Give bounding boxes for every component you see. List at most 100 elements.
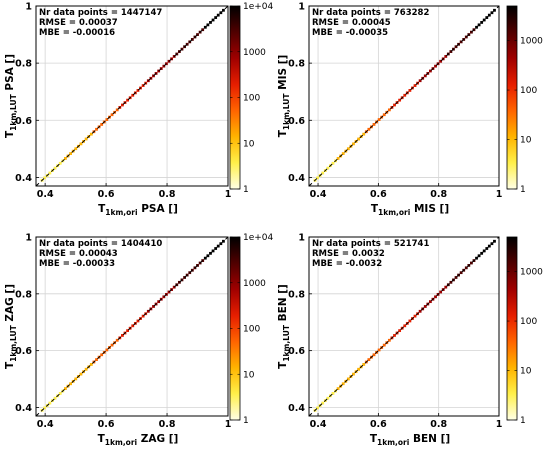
density-point (321, 171, 325, 175)
density-point (341, 382, 345, 386)
density-point (387, 108, 391, 112)
density-point (393, 334, 396, 337)
density-point (74, 377, 78, 381)
density-point (146, 79, 150, 83)
x-axis-label: T1km,ori ZAG [] (98, 433, 179, 447)
x-tick-label: 1 (225, 419, 232, 430)
x-tick-label: 0.8 (159, 189, 176, 200)
x-tick-label: 1 (496, 189, 503, 200)
density-point (84, 137, 88, 141)
x-tick-label: 0.4 (37, 419, 54, 430)
density-point (357, 137, 361, 141)
x-axis-label: T1km,ori MIS [] (371, 203, 449, 217)
density-point (367, 127, 371, 131)
colorbar-tick-label: 10 (243, 370, 255, 380)
density-point (105, 118, 109, 121)
x-tick-label: 0.4 (310, 419, 327, 430)
density-point (459, 40, 463, 44)
density-point (95, 358, 98, 362)
y-tick-label: 0.4 (288, 403, 305, 414)
density-point (387, 338, 391, 342)
density-point (201, 28, 205, 32)
density-point (413, 314, 417, 318)
density-point (126, 98, 129, 102)
density-point (316, 176, 319, 180)
colorbar-tick-label: 1 (520, 185, 526, 195)
density-point (115, 108, 119, 112)
colorbar-tick-label: 1 (243, 416, 249, 426)
y-tick-label: 0.4 (15, 173, 32, 184)
colorbar-gradient (506, 236, 518, 421)
density-point (331, 161, 335, 165)
y-tick-label: 0.8 (288, 289, 305, 300)
density-point (377, 348, 381, 352)
x-axis-label: T1km,ori BEN [] (370, 433, 450, 447)
colorbar-tick-label: 10 (520, 136, 532, 146)
colorbar-tick-label: 1000 (520, 37, 543, 47)
density-point (180, 47, 184, 51)
stats-line: RMSE = 0.0032 (312, 249, 385, 259)
density-point (326, 396, 330, 400)
density-point (336, 157, 340, 160)
y-tick-label: 0.6 (15, 116, 32, 127)
density-point (64, 387, 67, 390)
density-point (222, 239, 225, 243)
stats-line: RMSE = 0.00043 (39, 249, 118, 259)
colorbar-tick-label: 10 (520, 367, 532, 377)
density-point (172, 285, 176, 289)
density-point (403, 324, 407, 328)
y-tick-label: 0.8 (15, 59, 32, 70)
stats-line: Nr data points = 1447147 (39, 8, 162, 18)
density-point (58, 392, 62, 395)
density-point (43, 176, 47, 180)
density-point (423, 305, 427, 308)
stats-line: MBE = -0.00033 (39, 259, 115, 269)
density-point (53, 166, 57, 170)
density-point (470, 30, 473, 34)
y-axis-label: T1km,LUT PSA [] (4, 54, 18, 138)
density-point (131, 324, 135, 328)
density-point (167, 290, 171, 294)
density-point (449, 50, 453, 53)
density-point (152, 305, 155, 308)
density-point (74, 147, 78, 151)
axes-frame (308, 5, 500, 187)
stats-line: MBE = -0.00016 (39, 28, 115, 38)
y-axis-label: T1km,LUT MIS [] (277, 55, 291, 138)
y-tick-label: 0.6 (288, 346, 305, 357)
colorbar: 1 10 100 1000 1e+04 (229, 2, 274, 195)
y-tick-label: 0.4 (288, 173, 305, 184)
x-tick-label: 0.4 (310, 189, 327, 200)
density-point (100, 353, 104, 357)
density-point (136, 319, 140, 323)
x-tick-label: 0.6 (370, 189, 387, 200)
density-point (398, 98, 402, 102)
density-point (95, 127, 98, 131)
stats-line: RMSE = 0.00037 (39, 18, 118, 28)
density-point (321, 401, 325, 405)
y-axis-label: T1km,LUT ZAG [] (4, 284, 18, 369)
density-point (126, 329, 129, 333)
density-point (418, 309, 422, 313)
density-point (372, 123, 376, 126)
density-point (157, 300, 161, 304)
colorbar-tick-label: 1 (243, 185, 249, 195)
density-point (439, 290, 443, 294)
panel-mis: 0.4 0.6 0.8 1 0.4 0.6 0.8 1 Nr data points = 763… (277, 2, 543, 218)
colorbar-tick-label: 1e+04 (243, 2, 274, 12)
density-point (206, 23, 210, 27)
x-tick-label: 0.8 (430, 189, 447, 200)
colorbar: 1 10 100 1000 (506, 236, 543, 426)
density-point (434, 64, 437, 68)
density-point (89, 363, 93, 366)
density-point (43, 406, 47, 410)
density-point (454, 276, 458, 279)
density-point (69, 382, 72, 386)
axes-frame (308, 236, 500, 417)
density-point (485, 16, 489, 19)
x-tick-label: 0.8 (159, 419, 176, 430)
density-point (408, 89, 412, 92)
